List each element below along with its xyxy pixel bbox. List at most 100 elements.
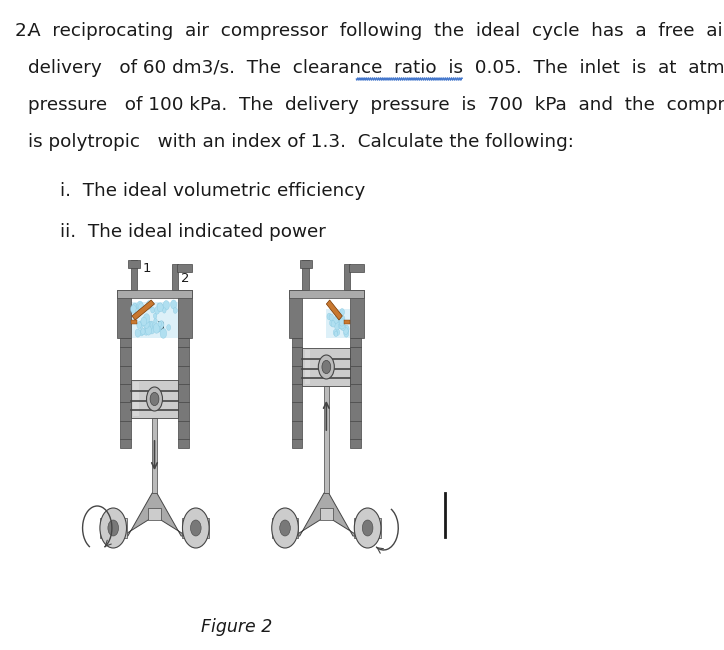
Text: is polytropic   with an index of 1.3.  Calculate the following:: is polytropic with an index of 1.3. Calc… — [28, 133, 574, 151]
Bar — [300, 260, 312, 268]
Circle shape — [158, 321, 161, 326]
Polygon shape — [132, 300, 154, 320]
Circle shape — [108, 520, 119, 536]
Circle shape — [157, 303, 161, 309]
Circle shape — [344, 325, 349, 332]
Circle shape — [146, 322, 151, 330]
Circle shape — [159, 320, 164, 328]
Bar — [320, 508, 333, 520]
Circle shape — [339, 322, 343, 329]
Circle shape — [146, 387, 162, 411]
Circle shape — [135, 329, 140, 337]
Circle shape — [334, 332, 337, 337]
Text: 2: 2 — [181, 272, 190, 285]
Circle shape — [173, 307, 177, 313]
Bar — [305, 350, 311, 384]
Circle shape — [160, 328, 167, 338]
Circle shape — [100, 508, 127, 548]
Text: 1: 1 — [143, 262, 151, 275]
Circle shape — [343, 328, 348, 335]
Bar — [327, 309, 350, 338]
Circle shape — [140, 328, 145, 335]
Bar — [117, 290, 192, 298]
Circle shape — [335, 315, 340, 323]
Circle shape — [151, 307, 155, 313]
Circle shape — [146, 326, 151, 335]
Circle shape — [272, 508, 298, 548]
Circle shape — [143, 314, 150, 323]
Bar — [130, 260, 137, 290]
Bar — [130, 320, 137, 324]
Bar — [344, 320, 350, 324]
Circle shape — [171, 300, 177, 309]
Polygon shape — [327, 300, 342, 320]
Bar — [350, 338, 361, 448]
Circle shape — [146, 300, 152, 309]
Circle shape — [133, 304, 138, 311]
Circle shape — [182, 508, 209, 548]
Circle shape — [163, 300, 169, 310]
Circle shape — [130, 305, 136, 313]
Text: 2.: 2. — [14, 22, 33, 40]
Bar — [177, 264, 192, 272]
Circle shape — [339, 320, 345, 329]
Text: A  reciprocating  air  compressor  following  the  ideal  cycle  has  a  free  a: A reciprocating air compressor following… — [28, 22, 724, 40]
Circle shape — [340, 309, 345, 316]
Bar — [120, 338, 130, 448]
Circle shape — [331, 320, 335, 327]
Bar — [289, 290, 303, 338]
Circle shape — [329, 314, 334, 320]
Circle shape — [153, 324, 160, 333]
Circle shape — [155, 307, 159, 314]
Circle shape — [137, 301, 143, 310]
Bar — [100, 518, 127, 538]
Text: 3: 3 — [156, 320, 164, 333]
Circle shape — [334, 322, 340, 330]
Circle shape — [319, 355, 334, 379]
Bar — [292, 338, 303, 448]
Circle shape — [149, 321, 154, 329]
Circle shape — [143, 320, 149, 328]
Text: delivery   of 60 dm3/s.  The  clearance  ratio  is  0.05.  The  inlet  is  at  a: delivery of 60 dm3/s. The clearance rati… — [28, 59, 724, 77]
Bar — [349, 264, 363, 272]
Circle shape — [340, 316, 345, 322]
Circle shape — [139, 330, 144, 336]
Bar — [130, 380, 179, 418]
Circle shape — [334, 317, 339, 323]
Bar — [130, 302, 179, 338]
Circle shape — [157, 326, 161, 332]
Bar — [354, 518, 381, 538]
Circle shape — [135, 308, 141, 317]
Text: pressure   of 100 kPa.  The  delivery  pressure  is  700  kPa  and  the  compres: pressure of 100 kPa. The delivery pressu… — [28, 96, 724, 114]
Circle shape — [344, 330, 349, 337]
Circle shape — [167, 324, 171, 330]
Bar — [344, 264, 350, 290]
Circle shape — [329, 320, 334, 326]
Text: Figure 2: Figure 2 — [201, 618, 273, 636]
Circle shape — [153, 318, 157, 324]
Circle shape — [354, 508, 381, 548]
Circle shape — [158, 303, 163, 311]
Circle shape — [322, 360, 331, 374]
Circle shape — [279, 520, 290, 536]
Bar — [303, 348, 350, 386]
Circle shape — [132, 303, 137, 309]
Bar — [303, 260, 309, 290]
Bar — [179, 338, 189, 448]
Circle shape — [190, 520, 201, 536]
Bar — [179, 290, 192, 338]
Polygon shape — [122, 493, 187, 536]
Circle shape — [157, 303, 163, 312]
Circle shape — [150, 393, 159, 406]
Text: ii.  The ideal indicated power: ii. The ideal indicated power — [60, 223, 326, 241]
Bar — [289, 290, 363, 298]
Circle shape — [138, 303, 143, 311]
Circle shape — [138, 321, 143, 328]
Bar — [133, 382, 138, 416]
Bar — [148, 508, 161, 520]
Bar — [272, 518, 298, 538]
Circle shape — [147, 321, 153, 330]
Circle shape — [333, 330, 337, 335]
Circle shape — [340, 323, 345, 331]
Circle shape — [138, 307, 141, 312]
